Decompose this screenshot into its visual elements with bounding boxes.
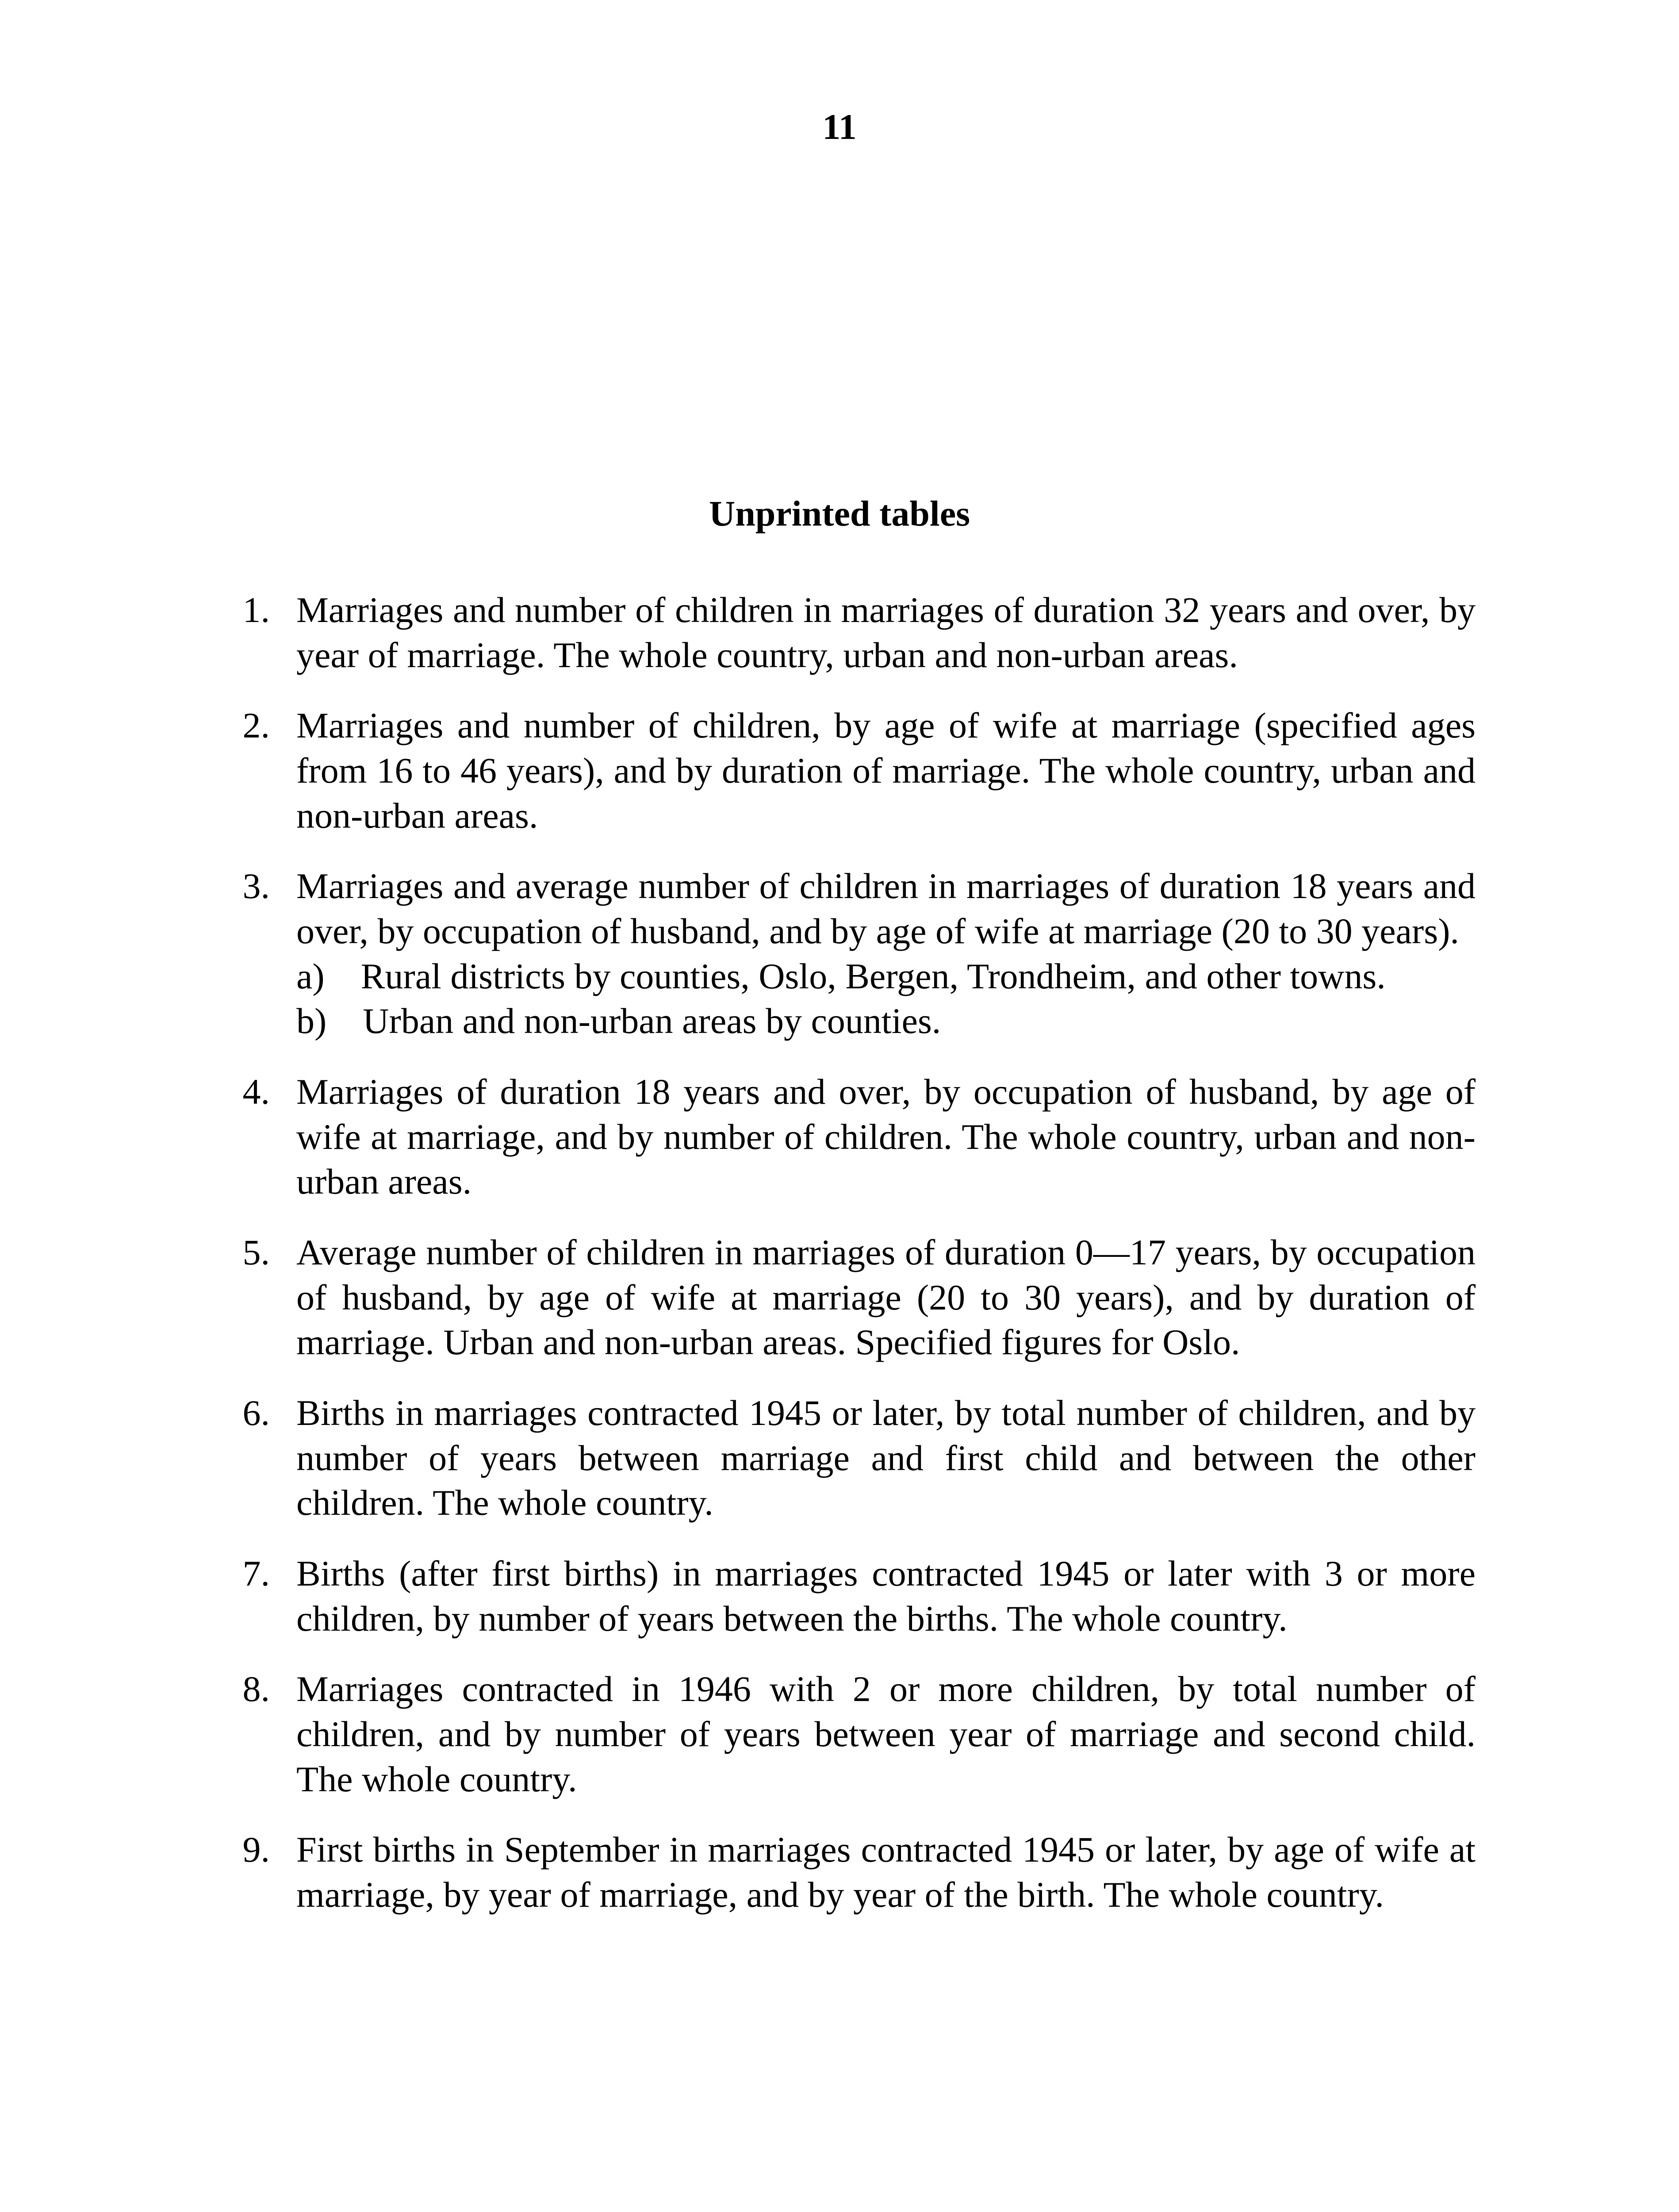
list-item-text: Births in marriages contracted 1945 or l… [296, 1393, 1476, 1523]
list-item: Births (after first births) in marriages… [203, 1551, 1476, 1641]
list-item-text: Marriages contracted in 1946 with 2 or m… [296, 1669, 1476, 1799]
list-item-text: Marriages of duration 18 years and over,… [296, 1071, 1476, 1202]
sub-list-item: b) Urban and non-urban areas by counties… [296, 998, 1476, 1044]
list-item: Marriages and number of children, by age… [203, 703, 1476, 838]
list-item-text: First births in September in marriages c… [296, 1829, 1476, 1915]
list-item-text: Marriages and average number of children… [296, 866, 1476, 951]
list-item: Average number of children in marriages … [203, 1230, 1476, 1365]
list-item-text: Average number of children in marriages … [296, 1232, 1476, 1362]
section-heading: Unprinted tables [203, 493, 1476, 534]
list-item: First births in September in marriages c… [203, 1827, 1476, 1917]
unprinted-tables-list: Marriages and number of children in marr… [203, 588, 1476, 1917]
list-item-text: Births (after first births) in marriages… [296, 1553, 1476, 1639]
sub-list: a) Rural districts by counties, Oslo, Be… [296, 954, 1476, 1044]
list-item: Marriages and number of children in marr… [203, 588, 1476, 677]
list-item-text: Marriages and number of children in marr… [296, 590, 1476, 675]
list-item: Marriages and average number of children… [203, 864, 1476, 1044]
list-item: Births in marriages contracted 1945 or l… [203, 1390, 1476, 1525]
page: 11 Unprinted tables Marriages and number… [0, 0, 1679, 2212]
page-number: 11 [203, 106, 1476, 148]
sub-list-item: a) Rural districts by counties, Oslo, Be… [296, 954, 1476, 999]
list-item: Marriages contracted in 1946 with 2 or m… [203, 1667, 1476, 1801]
list-item-text: Marriages and number of children, by age… [296, 705, 1476, 835]
list-item: Marriages of duration 18 years and over,… [203, 1069, 1476, 1204]
